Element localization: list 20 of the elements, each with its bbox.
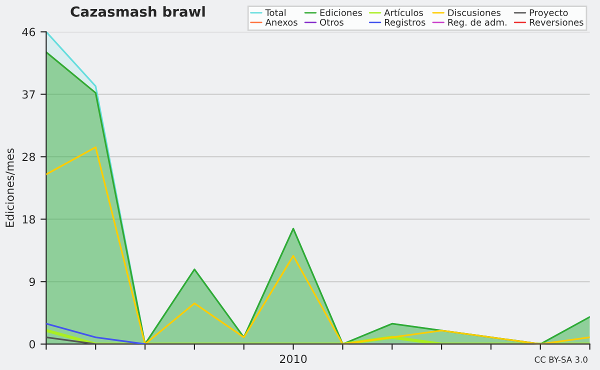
y-tick-label: 9 xyxy=(29,278,35,286)
y-tick-label: 46 xyxy=(22,28,36,36)
legend-label: Reversiones xyxy=(530,18,584,26)
y-tick-label: 0 xyxy=(29,340,36,348)
y-tick-label: 37 xyxy=(22,90,35,99)
chart-title: Cazasmash brawl xyxy=(70,6,205,17)
legend-label: Anexos xyxy=(265,18,298,26)
legend-label: Otros xyxy=(320,18,344,26)
legend-label: Total xyxy=(265,9,286,16)
legend-label: Artículos xyxy=(384,8,424,16)
y-axis-title: Ediciones/mes xyxy=(5,148,15,227)
y-tick-label: 28 xyxy=(22,152,36,162)
legend-label: Discusiones xyxy=(448,9,501,16)
x-tick-label: 2010 xyxy=(280,354,307,364)
legend-label: Reg. de adm. xyxy=(448,18,506,28)
text: CC BY-SA 3.0 xyxy=(534,356,588,363)
legend-label: Proyecto xyxy=(530,9,568,18)
legend-label: Ediciones xyxy=(320,9,362,16)
y-tick-label: 18 xyxy=(22,215,36,224)
legend-label: Registros xyxy=(384,18,426,28)
